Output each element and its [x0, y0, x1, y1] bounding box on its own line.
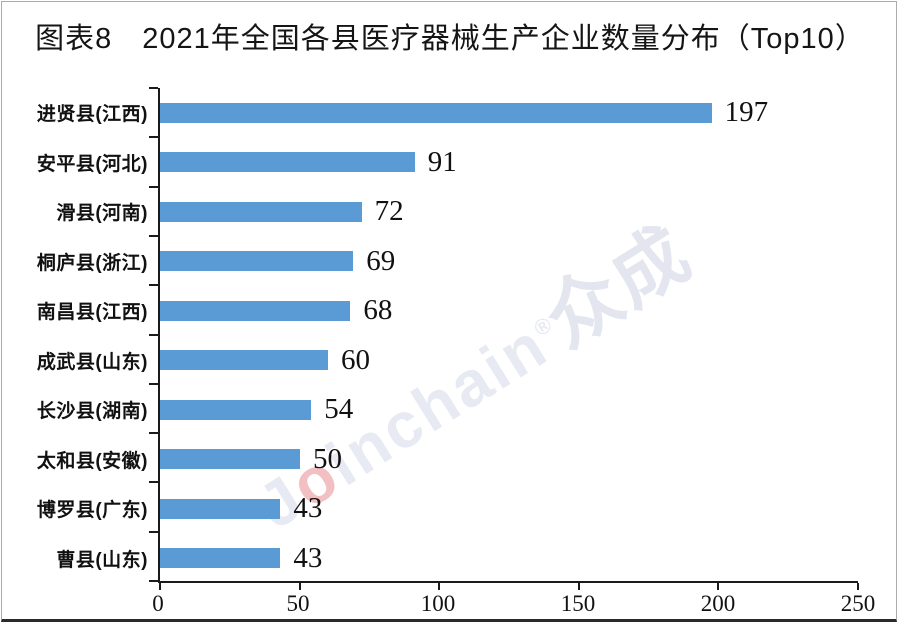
bar-track: 91	[160, 138, 860, 188]
bar	[160, 102, 712, 123]
category-label: 南昌县(江西)	[36, 302, 148, 324]
bar-track: 72	[160, 187, 860, 237]
category-label: 桐庐县(浙江)	[36, 252, 148, 274]
value-label: 197	[724, 96, 769, 129]
y-axis-tick	[149, 284, 158, 287]
x-tick-label: 150	[560, 591, 596, 616]
category-label: 博罗县(广东)	[36, 500, 148, 522]
y-axis-tick	[149, 580, 158, 582]
x-axis-tick	[577, 583, 580, 590]
x-axis-tick	[159, 583, 161, 590]
bar	[160, 201, 362, 222]
category-label: 曹县(山东)	[56, 549, 148, 571]
chart-row: 进贤县(江西) 197	[0, 88, 900, 138]
bar	[160, 300, 351, 321]
value-label: 54	[324, 393, 354, 426]
y-axis-tick	[149, 530, 158, 533]
x-tick-label: 250	[840, 591, 876, 616]
category-label: 进贤县(江西)	[36, 104, 148, 126]
value-label: 91	[427, 145, 457, 178]
bar	[160, 399, 312, 420]
bar-track: 43	[160, 484, 860, 534]
y-axis-tick	[149, 136, 158, 139]
bar-track: 197	[160, 88, 860, 138]
bar	[160, 350, 328, 371]
category-label: 长沙县(湖南)	[36, 401, 148, 423]
value-label: 43	[293, 492, 323, 525]
bar-track: 43	[160, 534, 860, 584]
category-label: 太和县(安徽)	[36, 450, 148, 472]
value-label: 50	[313, 442, 342, 475]
value-label: 69	[366, 244, 396, 277]
plot-area	[149, 87, 859, 590]
bar	[160, 251, 354, 272]
x-axis-labels: 0 50 100 150 200 250	[152, 591, 875, 621]
value-label: 60	[341, 343, 370, 376]
chart-title: 图表8 2021年全国各县医疗器械生产企业数量分布（Top10）	[35, 23, 865, 55]
value-label: 72	[374, 195, 404, 228]
y-axis-tick	[149, 234, 158, 237]
x-tick-label: 100	[420, 591, 456, 616]
y-axis-tick	[149, 333, 158, 336]
y-axis-tick	[149, 432, 158, 435]
x-axis-tick	[298, 583, 301, 590]
chart-row: 桐庐县(浙江) 69	[0, 237, 900, 287]
chart-row: 长沙县(湖南) 54	[0, 385, 900, 435]
x-tick-label: 200	[700, 591, 736, 616]
bar-rows: 进贤县(江西) 197 安平县(河北) 91 滑县(河南) 72 桐庐县(浙江) 69 南昌县(…	[0, 88, 900, 583]
chart-row: 滑县(河南) 72	[0, 187, 900, 237]
category-label: 成武县(山东)	[36, 351, 148, 373]
chart-row: 博罗县(广东) 43	[0, 484, 900, 534]
bar	[160, 152, 415, 173]
x-tick-label: 0	[152, 591, 164, 616]
x-tick-label: 50	[286, 591, 310, 616]
chart-row: 安平县(河北) 91	[0, 138, 900, 188]
category-label: 安平县(河北)	[36, 153, 148, 175]
chart-row: 曹县(山东) 43	[0, 534, 900, 584]
bar-track: 68	[160, 286, 860, 336]
bar-track: 69	[160, 237, 860, 287]
y-axis-tick	[149, 87, 158, 89]
value-label: 43	[293, 541, 323, 574]
y-axis-tick	[149, 185, 158, 188]
bar	[160, 548, 281, 569]
bar-track: 60	[160, 336, 860, 386]
y-axis-tick	[149, 481, 158, 484]
bar-track: 50	[160, 435, 860, 485]
chart-row: 太和县(安徽) 50	[0, 435, 900, 485]
category-label: 滑县(河南)	[56, 203, 148, 225]
bar-track: 54	[160, 385, 860, 435]
x-axis-tick	[438, 583, 441, 590]
chart-row: 南昌县(江西) 68	[0, 286, 900, 336]
bar	[160, 449, 300, 470]
value-label: 68	[363, 294, 393, 327]
chart-row: 成武县(山东) 60	[0, 336, 900, 386]
x-axis-tick	[857, 583, 859, 590]
bar	[160, 498, 281, 519]
y-axis-tick	[149, 382, 158, 385]
x-axis-tick	[717, 583, 720, 590]
